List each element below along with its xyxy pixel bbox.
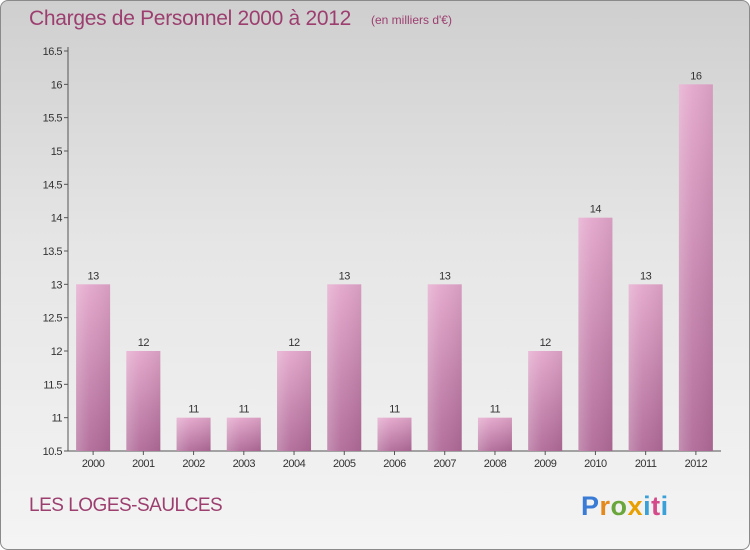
x-tick-label: 2008 xyxy=(484,458,507,470)
logo-letter: x xyxy=(627,491,644,521)
x-tick-label: 2012 xyxy=(685,458,708,470)
data-label: 13 xyxy=(87,270,99,282)
bar-shine xyxy=(528,351,563,451)
bar-shine xyxy=(427,284,462,451)
chart-subtitle: (en milliers d'€) xyxy=(371,13,452,27)
y-tick-label: 16 xyxy=(51,79,63,91)
data-label: 14 xyxy=(590,204,602,216)
y-tick-label: 13 xyxy=(51,279,63,291)
x-tick-label: 2001 xyxy=(132,458,155,470)
data-label: 11 xyxy=(490,404,501,416)
y-tick-label: 14 xyxy=(51,213,63,225)
bar-shine xyxy=(176,417,211,451)
data-label: 13 xyxy=(339,270,351,282)
bar-shine xyxy=(628,284,663,451)
bar-shine xyxy=(678,84,713,451)
logo-letter: i xyxy=(643,491,652,521)
y-tick-label: 10.5 xyxy=(43,446,63,458)
logo-letter: o xyxy=(610,491,628,521)
data-label: 11 xyxy=(389,404,400,416)
y-tick-label: 12.5 xyxy=(43,313,63,325)
data-label: 12 xyxy=(138,337,150,349)
data-label: 13 xyxy=(439,270,451,282)
x-tick-label: 2010 xyxy=(584,458,607,470)
proxiti-logo: Proxiti xyxy=(581,491,669,522)
y-tick-label: 12 xyxy=(51,346,63,358)
x-tick-label: 2007 xyxy=(433,458,456,470)
data-label: 11 xyxy=(188,404,199,416)
bar-shine xyxy=(126,351,161,451)
data-label: 12 xyxy=(288,337,300,349)
x-tick-label: 2005 xyxy=(333,458,356,470)
y-tick-label: 15.5 xyxy=(43,113,63,125)
bar-shine xyxy=(76,284,111,451)
bar-shine xyxy=(226,417,261,451)
data-label: 16 xyxy=(690,70,702,82)
x-tick-label: 2002 xyxy=(182,458,205,470)
y-tick-label: 14.5 xyxy=(43,179,63,191)
bar-shine xyxy=(477,417,512,451)
chart-title: Charges de Personnel 2000 à 2012 xyxy=(29,7,351,30)
y-tick-label: 13.5 xyxy=(43,246,63,258)
y-tick-label: 15 xyxy=(51,146,63,158)
data-label: 13 xyxy=(640,270,652,282)
logo-letter: t xyxy=(651,491,661,521)
logo-letter: r xyxy=(599,491,611,521)
commune-name: LES LOGES-SAULCES xyxy=(29,495,223,516)
bar-shine xyxy=(277,351,312,451)
bar-shine xyxy=(377,417,412,451)
bar-shine xyxy=(327,284,362,451)
data-label: 11 xyxy=(239,404,250,416)
logo-letter: P xyxy=(581,491,600,521)
data-label: 12 xyxy=(540,337,552,349)
logo-letter: i xyxy=(660,491,669,521)
y-tick-label: 11.5 xyxy=(43,379,62,391)
x-tick-label: 2000 xyxy=(82,458,105,470)
y-tick-label: 16.5 xyxy=(43,46,63,58)
bar-shine xyxy=(578,217,613,451)
x-tick-label: 2009 xyxy=(534,458,557,470)
y-tick-label: 11 xyxy=(52,413,63,425)
x-tick-label: 2006 xyxy=(383,458,406,470)
x-tick-label: 2011 xyxy=(635,458,657,470)
x-tick-label: 2004 xyxy=(283,458,306,470)
x-tick-label: 2003 xyxy=(233,458,256,470)
